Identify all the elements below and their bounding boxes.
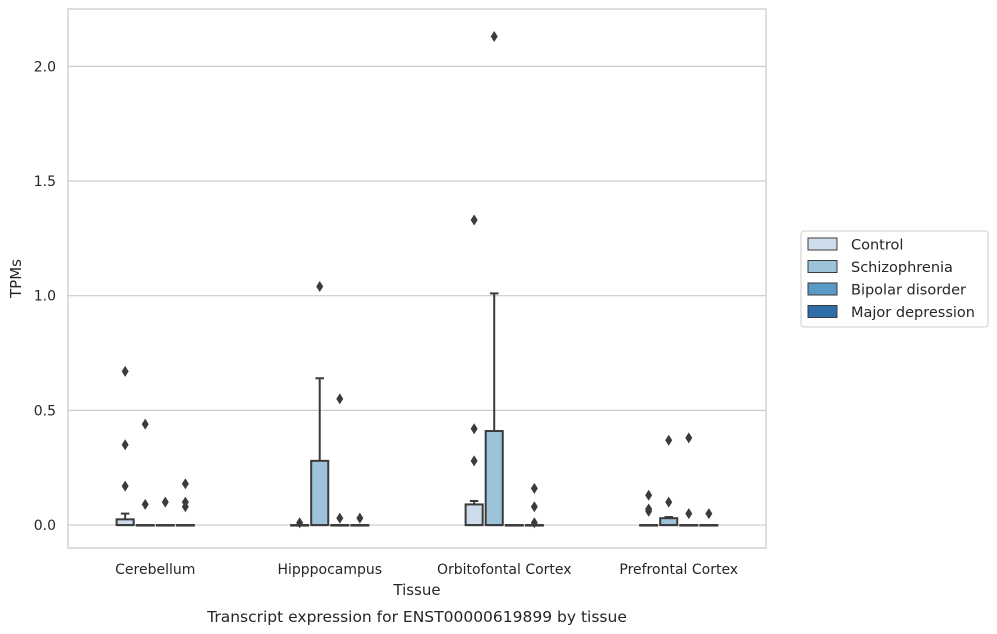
box-0-0 [115, 512, 135, 527]
box-3-0 [175, 524, 195, 527]
x-tick-label: Hipppocampus [277, 562, 382, 578]
outlier-point [316, 281, 324, 293]
outlier-point [181, 496, 189, 508]
legend-frame [800, 230, 989, 328]
box-2-2 [504, 524, 524, 527]
x-tick-label: Cerebellum [115, 562, 195, 578]
outlier-point [665, 434, 673, 446]
boxes [115, 292, 719, 527]
x-axis-label: Tissue [392, 581, 440, 599]
outlier-point [530, 501, 538, 513]
box-1-3 [659, 516, 679, 527]
outlier-point [161, 496, 169, 508]
outlier-point [141, 418, 149, 430]
legend-swatch [807, 237, 838, 251]
y-tick-label: 0.0 [34, 518, 56, 534]
outlier-point [181, 478, 189, 490]
outlier-point [685, 508, 693, 520]
box-body [484, 430, 504, 527]
legend-swatch [807, 305, 838, 318]
outlier-point [296, 517, 304, 529]
outlier-point [141, 498, 149, 510]
outlier-point [530, 517, 538, 529]
legend-swatch [807, 260, 838, 273]
x-tick-label: Prefrontal Cortex [619, 562, 738, 578]
outlier-point [530, 482, 538, 494]
box-body [310, 459, 330, 527]
box-1-2 [484, 292, 504, 527]
outlier-point [121, 480, 129, 492]
outlier-point [645, 503, 653, 515]
y-tick-label: 2.0 [34, 59, 56, 75]
y-axis-label: TPMs [7, 259, 25, 299]
outlier-point [665, 496, 673, 508]
legend: Control Schizophrenia Bipolar disorder Majo… [800, 230, 989, 328]
plot-area-frame [67, 8, 767, 549]
y-tick-label: 0.5 [34, 403, 56, 419]
x-tick-label: Orbitofontal Cortex [437, 562, 572, 578]
legend-label: Major depression [851, 305, 975, 321]
y-tick-label: 1.0 [34, 289, 56, 305]
box-body [464, 503, 484, 527]
outlier-point [356, 512, 364, 524]
outlier-point [121, 365, 129, 377]
legend-swatch [807, 282, 838, 296]
legend-label: Bipolar disorder [851, 283, 966, 299]
outlier-point [645, 489, 653, 501]
legend-label: Schizophrenia [851, 260, 953, 276]
box-1-0 [135, 524, 155, 527]
outlier-point [336, 393, 344, 405]
y-axis-ticks: 0.0 0.5 1.0 1.5 2.0 [34, 59, 56, 534]
outlier-point [336, 512, 344, 524]
y-tick-label: 1.5 [34, 174, 56, 190]
box-body [659, 517, 679, 527]
outlier-point [685, 432, 693, 444]
legend-label: Control [851, 238, 903, 254]
box-2-1 [330, 524, 350, 527]
outlier-point [490, 31, 498, 43]
outlier-point [470, 455, 478, 467]
outlier-point [705, 508, 713, 520]
outlier-point [470, 214, 478, 226]
box-3-1 [350, 524, 370, 527]
x-axis-ticks: Cerebellum Hipppocampus Orbitofontal Corte… [115, 562, 738, 578]
outlier-point [121, 439, 129, 451]
box-0-2 [464, 499, 484, 527]
outliers [121, 31, 713, 529]
grid-lines [68, 65, 766, 526]
outlier-point [470, 423, 478, 435]
chart-caption: Transcript expression for ENST0000061989… [206, 608, 627, 626]
box-0-3 [639, 524, 659, 527]
box-2-0 [155, 524, 175, 527]
box-2-3 [679, 524, 699, 527]
box-3-3 [699, 524, 719, 527]
box-1-1 [310, 377, 330, 527]
